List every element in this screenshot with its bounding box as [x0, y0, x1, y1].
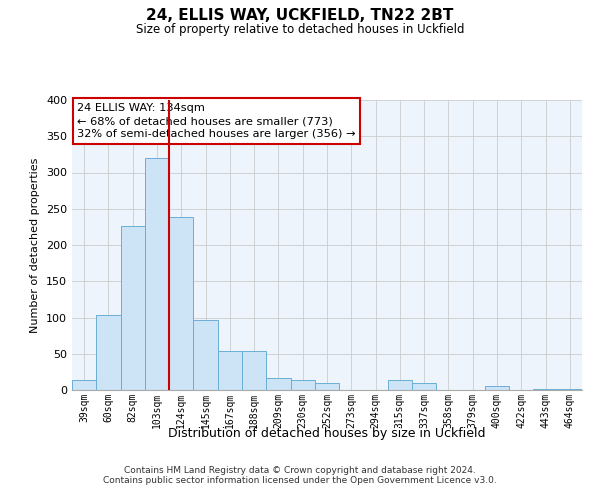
Text: Contains HM Land Registry data © Crown copyright and database right 2024.
Contai: Contains HM Land Registry data © Crown c…	[103, 466, 497, 485]
Bar	[72, 380, 96, 390]
Bar	[96, 316, 121, 390]
Bar	[121, 226, 145, 390]
Bar	[533, 388, 558, 390]
Bar	[145, 158, 169, 390]
Text: 24, ELLIS WAY, UCKFIELD, TN22 2BT: 24, ELLIS WAY, UCKFIELD, TN22 2BT	[146, 8, 454, 22]
Bar	[169, 218, 193, 390]
Bar	[388, 380, 412, 390]
Bar	[290, 380, 315, 390]
Text: Distribution of detached houses by size in Uckfield: Distribution of detached houses by size …	[168, 428, 486, 440]
Bar	[266, 378, 290, 390]
Bar	[315, 384, 339, 390]
Bar	[218, 351, 242, 390]
Bar	[558, 388, 582, 390]
Bar	[242, 351, 266, 390]
Text: 24 ELLIS WAY: 134sqm
← 68% of detached houses are smaller (773)
32% of semi-deta: 24 ELLIS WAY: 134sqm ← 68% of detached h…	[77, 103, 356, 140]
Bar	[485, 386, 509, 390]
Y-axis label: Number of detached properties: Number of detached properties	[31, 158, 40, 332]
Bar	[193, 320, 218, 390]
Bar	[412, 383, 436, 390]
Text: Size of property relative to detached houses in Uckfield: Size of property relative to detached ho…	[136, 22, 464, 36]
